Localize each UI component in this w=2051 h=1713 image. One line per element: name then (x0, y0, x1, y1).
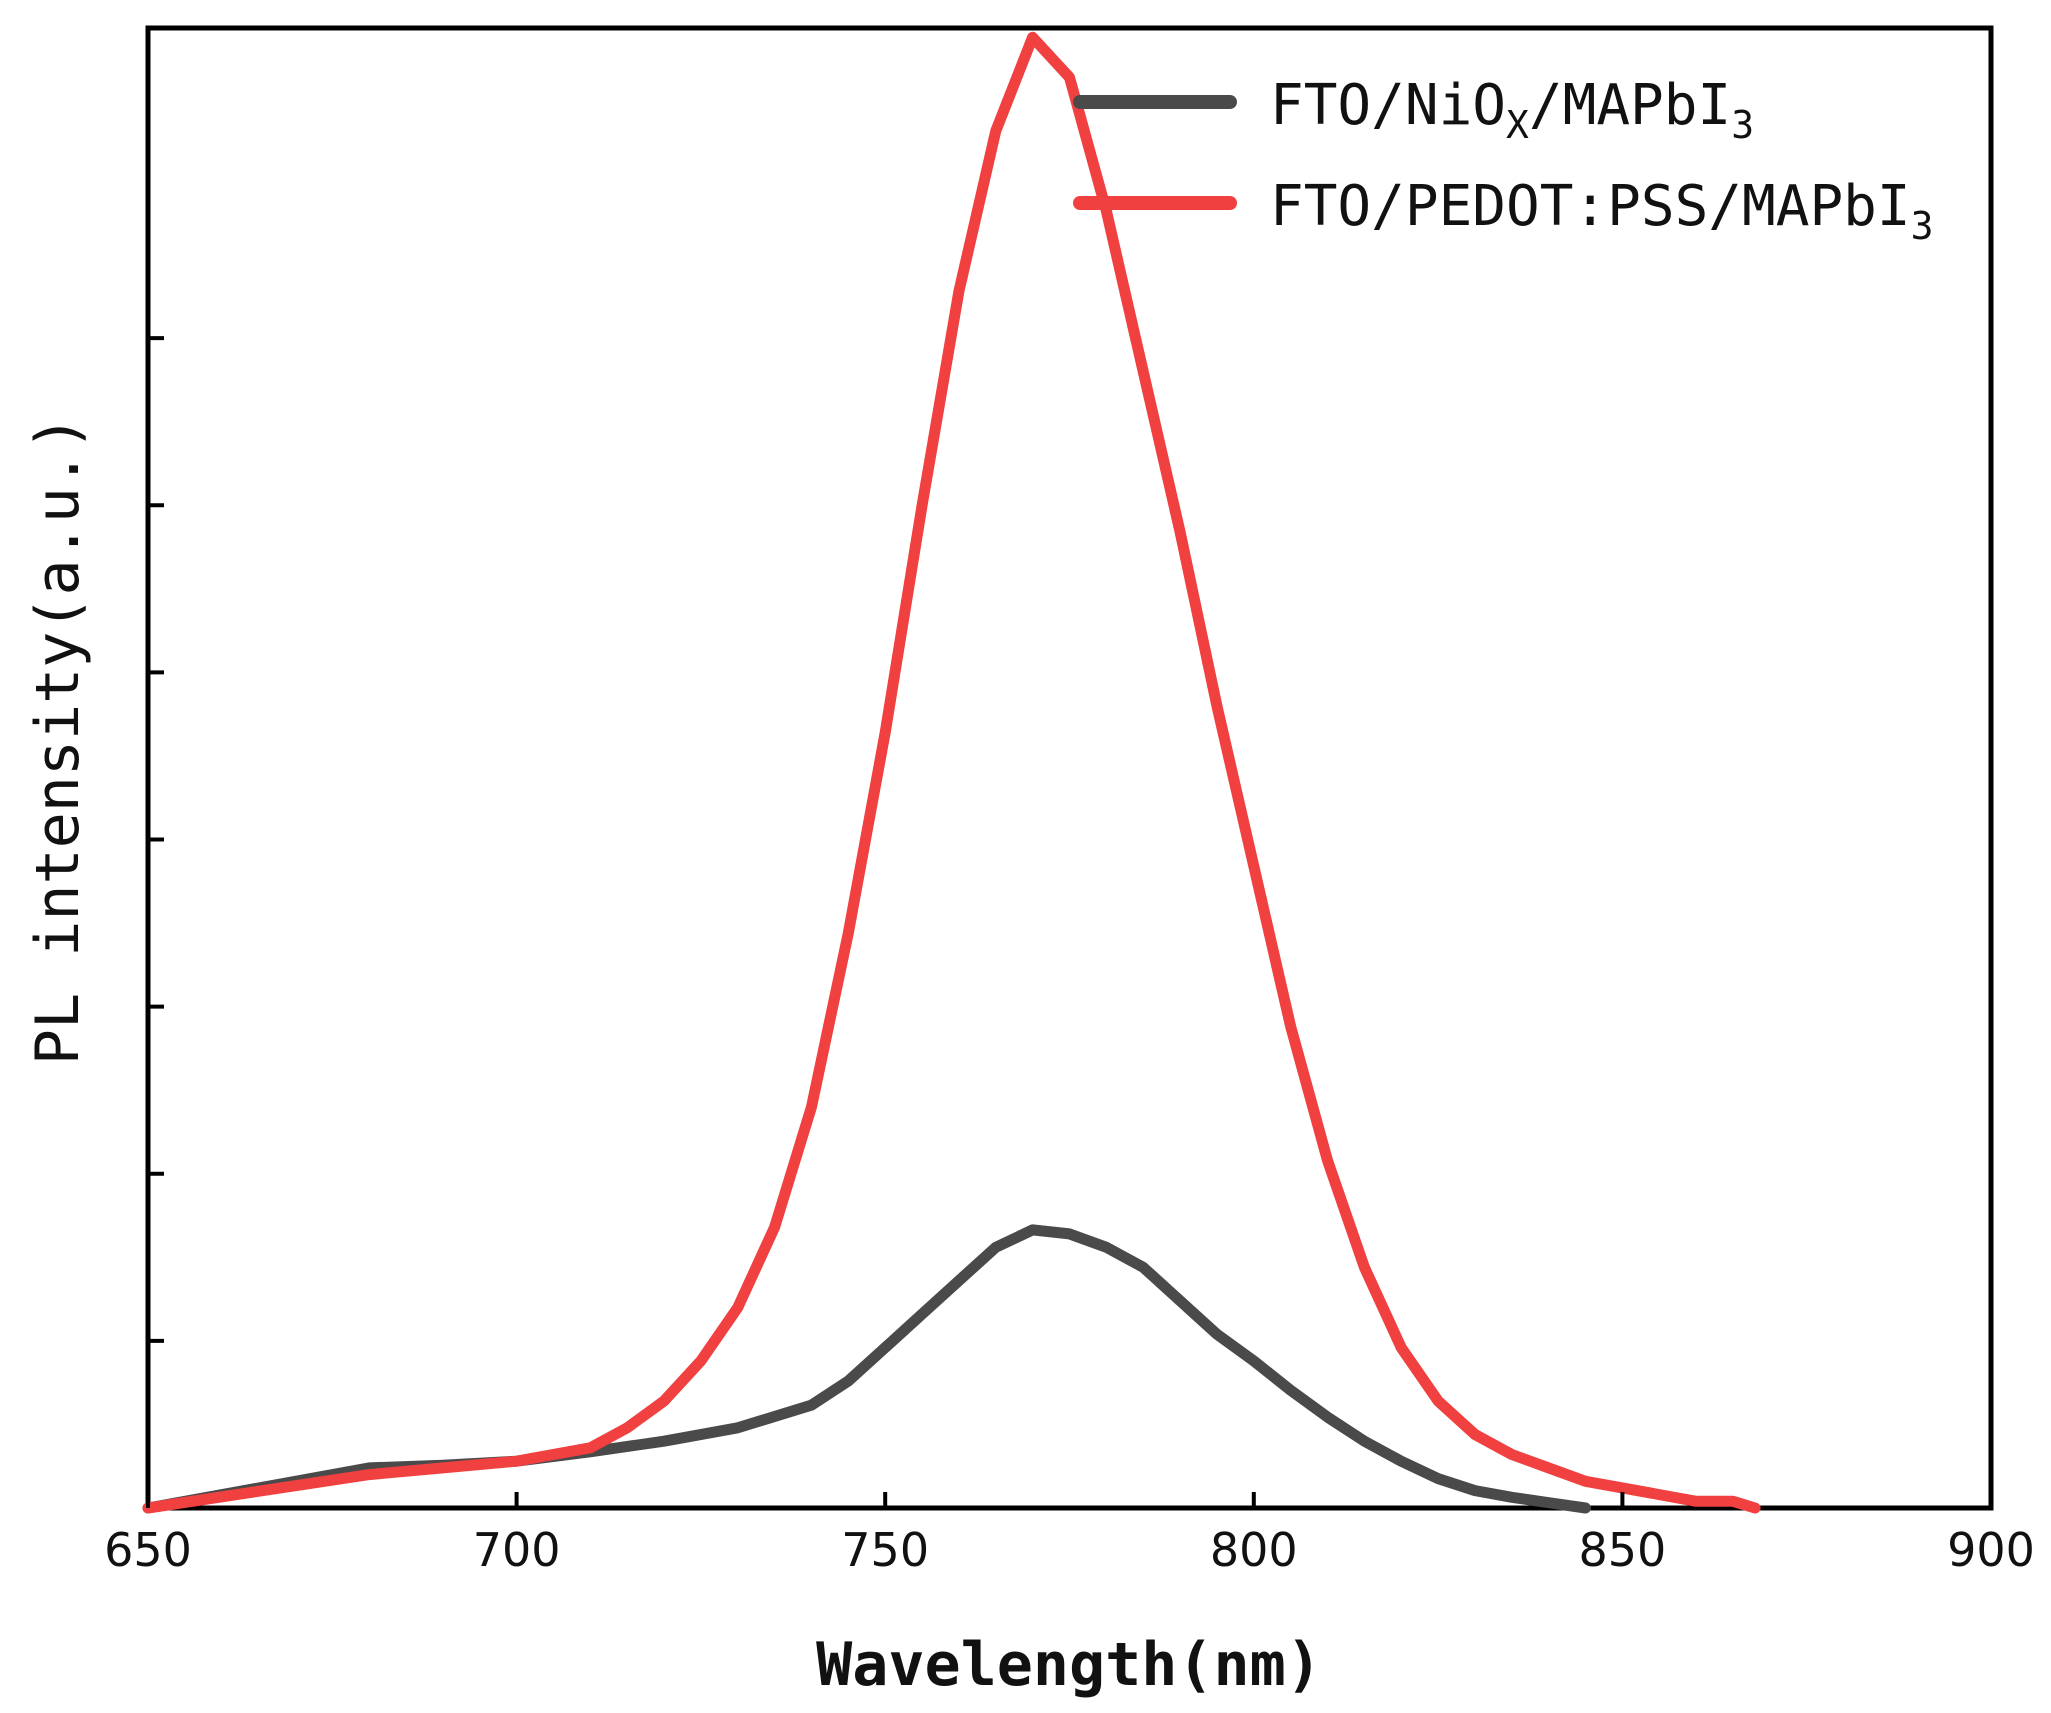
legend: FTO/NiOX/MAPbI3 FTO/PEDOT:PSS/MAPbI3 (1073, 73, 1933, 248)
legend-label-pedot: FTO/PEDOT:PSS/MAPbI3 (1270, 174, 1933, 248)
x-tick-label: 850 (1578, 1523, 1666, 1577)
x-tick-label: 650 (104, 1523, 192, 1577)
series-line-pedot (142, 31, 1761, 1514)
y-axis-ticks (148, 336, 164, 1343)
legend-label-niox: FTO/NiOX/MAPbI3 (1270, 73, 1754, 147)
y-axis-title: PL intensity(a.u.) (23, 415, 93, 1065)
x-tick-label: 900 (1947, 1523, 2035, 1577)
series-line-niox (142, 1224, 1591, 1514)
x-axis-ticks: 650 700 750 800 850 900 (104, 1492, 2035, 1577)
x-tick-label: 750 (841, 1523, 929, 1577)
x-tick-label: 700 (473, 1523, 561, 1577)
x-axis-title: Wavelength(nm) (816, 1630, 1322, 1700)
plot-frame (145, 25, 1994, 1511)
x-tick-label: 800 (1210, 1523, 1298, 1577)
